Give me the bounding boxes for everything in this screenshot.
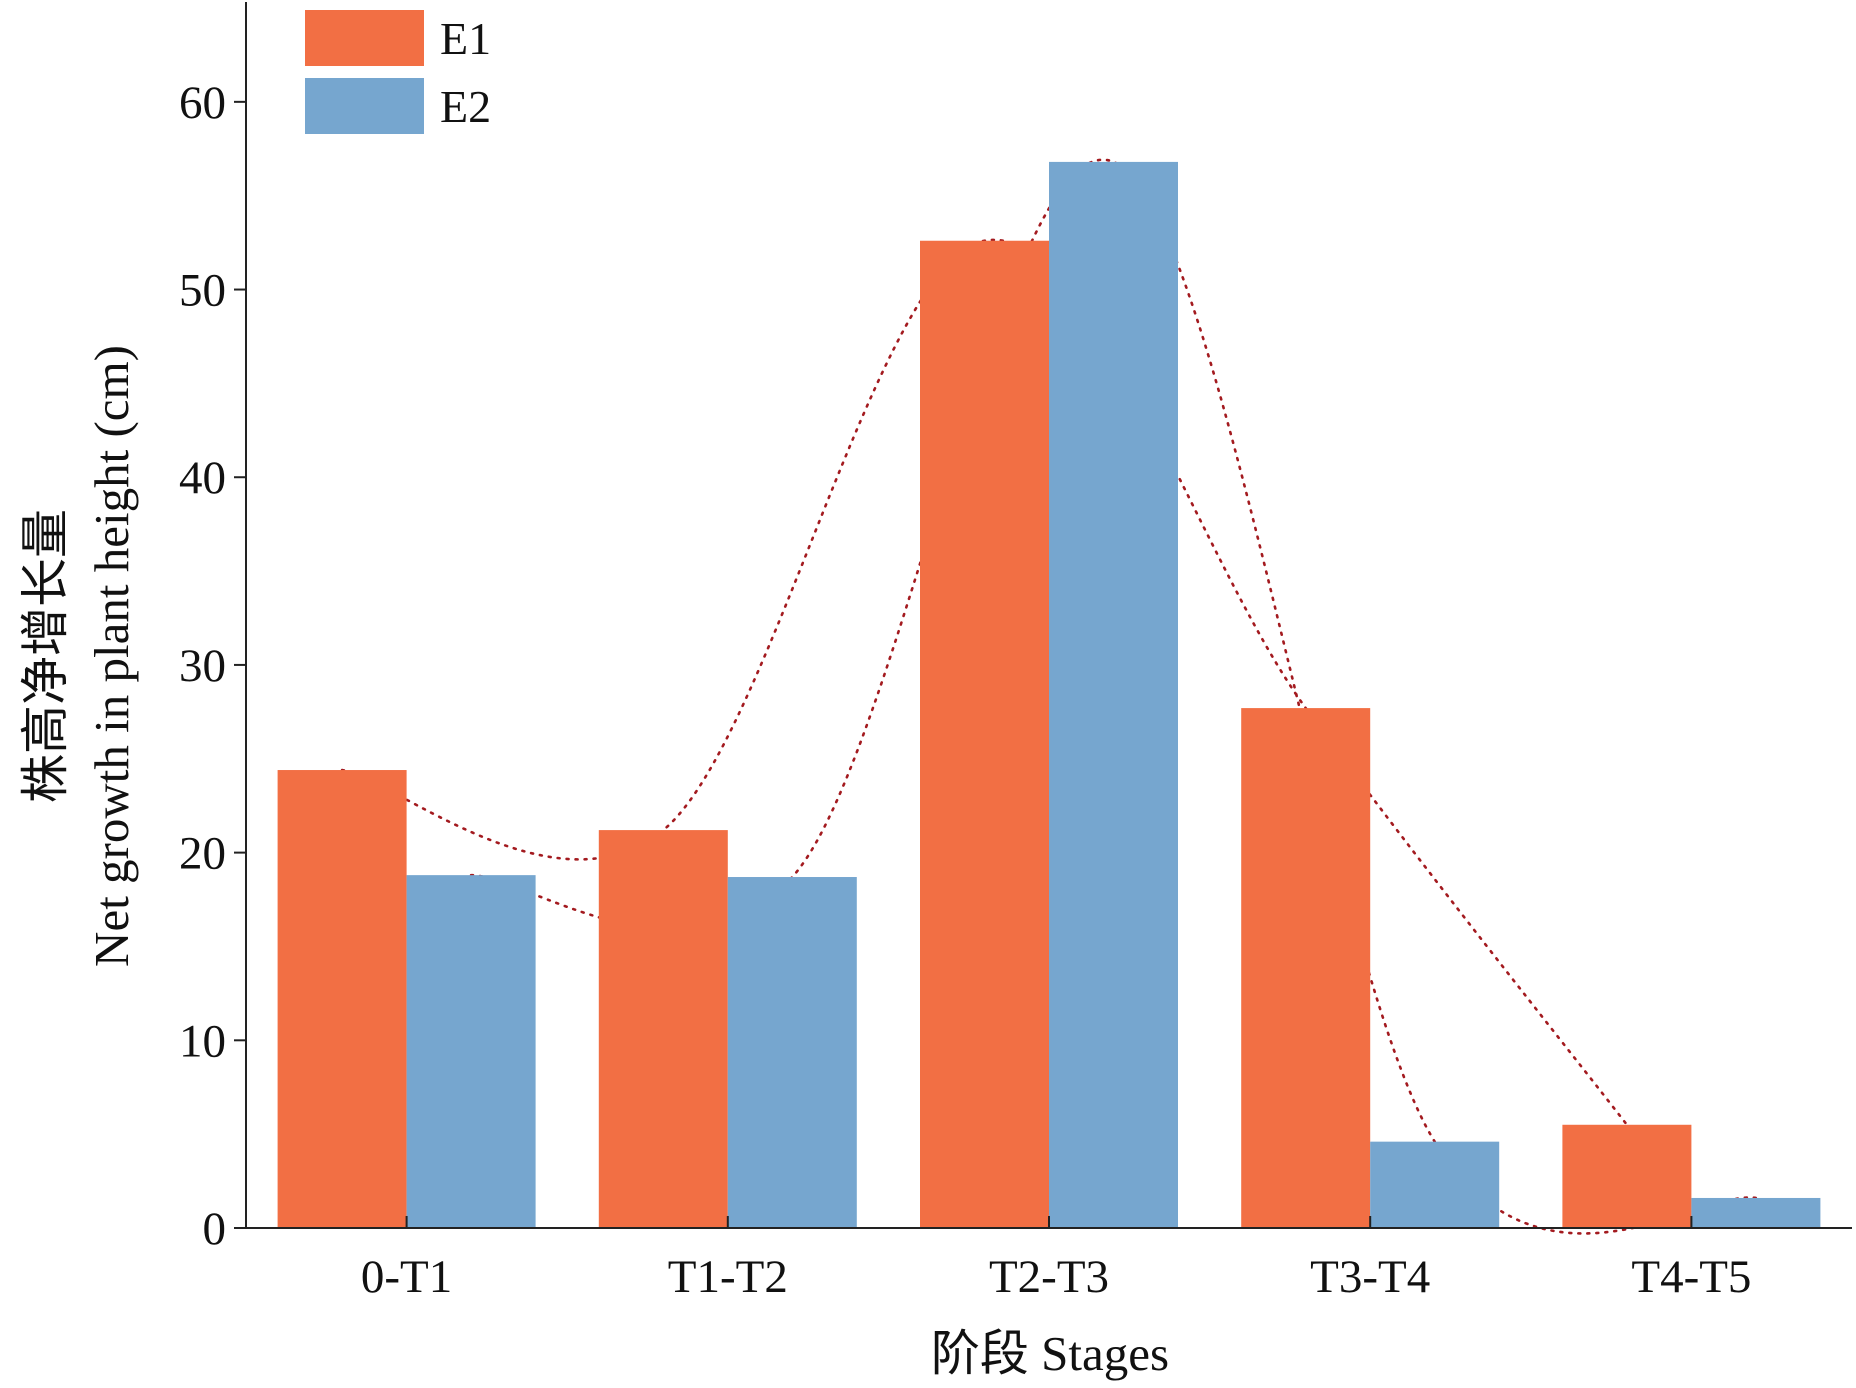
legend-label-e2: E2 <box>440 81 491 132</box>
bar-e2-t3-t4 <box>1370 1141 1500 1228</box>
x-tick-label: T4-T5 <box>1631 1251 1751 1303</box>
y-axis-title-english: Net growth in plant height (cm) <box>84 345 139 967</box>
y-tick-label: 50 <box>179 265 226 317</box>
x-tick-label: 0-T1 <box>361 1251 452 1303</box>
bar-e1-t4-t5 <box>1562 1124 1692 1228</box>
bar-e2-t1-t2 <box>727 877 857 1228</box>
bars <box>277 161 1821 1228</box>
x-tick-label: T3-T4 <box>1310 1251 1430 1303</box>
trendline-e1 <box>340 238 1629 1127</box>
bar-e1-t2-t3 <box>920 240 1049 1228</box>
bar-e2-0-t1 <box>406 875 536 1228</box>
x-axis-title: 阶段 Stages <box>931 1326 1169 1381</box>
y-tick-label: 10 <box>179 1015 226 1067</box>
legend-label-e1: E1 <box>440 13 491 64</box>
legend-swatch-e2 <box>305 78 424 134</box>
y-tick-label: 60 <box>179 77 226 129</box>
x-tick-label: T1-T2 <box>668 1251 788 1303</box>
axes: 0 10 20 30 40 50 60 0-T1 T1-T2 T2-T3 T3-T4 T4-T5 <box>179 2 1852 1303</box>
legend-swatch-e1 <box>305 10 424 66</box>
bar-e1-t1-t2 <box>598 830 728 1228</box>
y-tick-label: 20 <box>179 828 226 880</box>
bar-e1-0-t1 <box>277 770 407 1228</box>
bar-e2-t4-t5 <box>1691 1197 1821 1228</box>
y-tick-label: 0 <box>203 1203 227 1255</box>
y-axis-title-chinese: 株高净增长量 <box>18 509 73 803</box>
bar-e2-t2-t3 <box>1049 161 1178 1228</box>
bar-e1-t3-t4 <box>1241 708 1371 1228</box>
y-tick-label: 30 <box>179 640 226 692</box>
x-tick-label: T2-T3 <box>989 1251 1109 1303</box>
y-tick-label: 40 <box>179 452 226 504</box>
